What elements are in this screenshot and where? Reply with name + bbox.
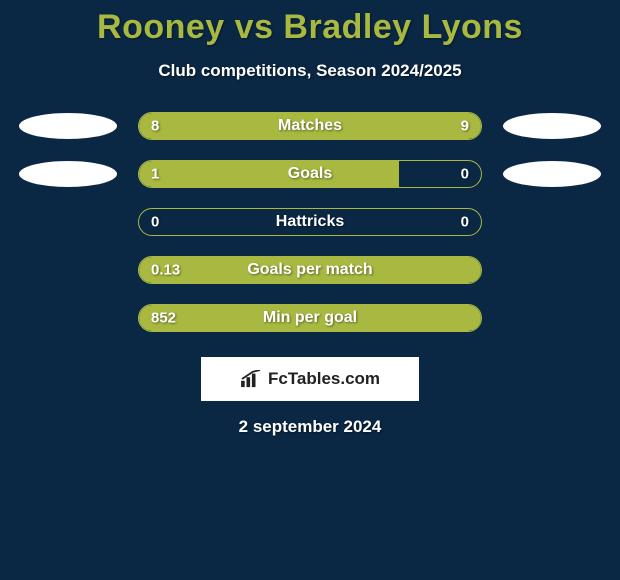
spacer-left — [8, 256, 128, 284]
stat-row: 0.13 Goals per match — [8, 255, 612, 285]
spacer-right — [492, 304, 612, 332]
stats-list: 8 Matches 9 1 Goals 0 0 — [0, 111, 620, 333]
bar-left-fill — [139, 113, 300, 139]
page-subtitle: Club competitions, Season 2024/2025 — [0, 61, 620, 81]
site-logo[interactable]: FcTables.com — [201, 357, 419, 401]
stat-label: Goals — [288, 165, 332, 183]
stat-bar: 1 Goals 0 — [138, 160, 482, 188]
spacer-right — [492, 256, 612, 284]
spacer-right — [492, 208, 612, 236]
stat-value-left: 0 — [151, 214, 159, 231]
stat-bar: 0 Hattricks 0 — [138, 208, 482, 236]
stat-value-right: 9 — [461, 118, 469, 135]
stat-label: Hattricks — [276, 213, 344, 231]
stat-label: Goals per match — [247, 261, 372, 279]
player1-shirt-icon — [8, 160, 128, 188]
spacer-left — [8, 208, 128, 236]
stat-value-left: 8 — [151, 118, 159, 135]
stat-value-right: 0 — [461, 214, 469, 231]
stat-row: 1 Goals 0 — [8, 159, 612, 189]
stat-bar: 0.13 Goals per match — [138, 256, 482, 284]
player1-shirt-icon — [8, 112, 128, 140]
player2-shirt-icon — [492, 160, 612, 188]
stat-value-left: 852 — [151, 310, 176, 327]
stat-value-left: 1 — [151, 166, 159, 183]
stat-value-left: 0.13 — [151, 262, 180, 279]
date-label: 2 september 2024 — [0, 417, 620, 437]
player2-shirt-icon — [492, 112, 612, 140]
logo-text: FcTables.com — [268, 369, 380, 389]
stat-label: Matches — [278, 117, 342, 135]
chart-icon — [240, 370, 262, 388]
stat-label: Min per goal — [263, 309, 357, 327]
stat-value-right: 0 — [461, 166, 469, 183]
stat-row: 0 Hattricks 0 — [8, 207, 612, 237]
page-title: Rooney vs Bradley Lyons — [0, 8, 620, 47]
stat-bar: 8 Matches 9 — [138, 112, 482, 140]
spacer-left — [8, 304, 128, 332]
stat-row: 8 Matches 9 — [8, 111, 612, 141]
stat-bar: 852 Min per goal — [138, 304, 482, 332]
bar-left-fill — [139, 161, 399, 187]
stat-row: 852 Min per goal — [8, 303, 612, 333]
